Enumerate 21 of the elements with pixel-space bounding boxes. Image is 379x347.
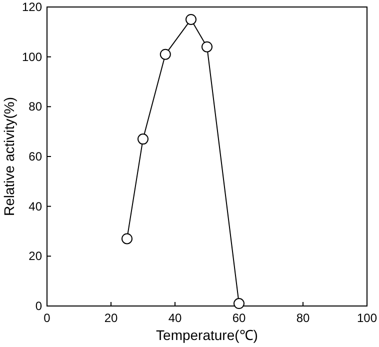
y-tick-label: 40 (28, 199, 42, 214)
x-tick-label: 100 (356, 311, 378, 325)
point (122, 233, 132, 244)
y-tick-label: 120 (22, 0, 42, 14)
x-tick-label: 20 (104, 311, 118, 325)
point (160, 48, 171, 60)
point (202, 41, 212, 52)
y-tick-label: 0 (35, 299, 42, 313)
y-tick-label: 60 (28, 150, 42, 164)
y-tick-label: 80 (28, 100, 42, 114)
x-tick-label: 80 (296, 311, 310, 325)
point (186, 14, 196, 25)
x-axis-title: Temperature(℃) (156, 327, 258, 343)
y-tick-label: 100 (22, 50, 42, 64)
point (234, 298, 244, 310)
x-tick-label: 60 (232, 311, 246, 325)
y-axis-title: Relative activity(%) (1, 96, 17, 216)
y-tick-label: 20 (28, 249, 42, 264)
point (138, 134, 148, 145)
x-tick-label: 0 (44, 311, 51, 325)
x-tick-label: 40 (168, 311, 182, 325)
